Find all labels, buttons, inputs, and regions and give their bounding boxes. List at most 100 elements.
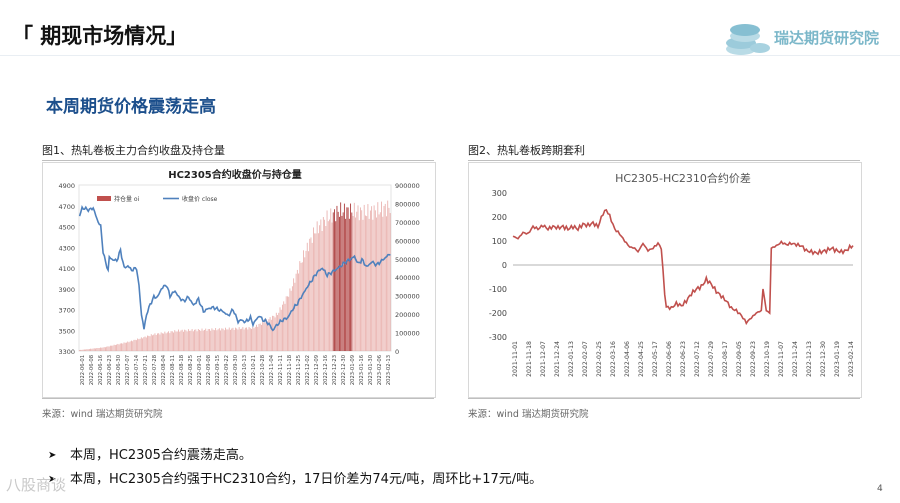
oi-bar bbox=[334, 209, 335, 351]
oi-bar bbox=[376, 217, 378, 351]
oi-bar bbox=[337, 211, 339, 351]
oi-bar bbox=[248, 326, 250, 351]
figure-2-caption: 图2、热轧卷板跨期套利 bbox=[468, 144, 585, 157]
page-number: 4 bbox=[877, 484, 883, 494]
oi-bar bbox=[355, 217, 356, 351]
y-tick-label: 100 bbox=[492, 237, 507, 246]
oi-bar bbox=[210, 330, 212, 351]
y-left-tick-label: 3300 bbox=[58, 348, 75, 356]
x-tick-label: 2022-03-16 bbox=[610, 341, 617, 377]
oi-bar bbox=[254, 326, 256, 351]
x-tick-label: 2022-11-24 bbox=[792, 341, 799, 377]
oi-bar bbox=[264, 322, 266, 351]
oi-bar bbox=[201, 328, 203, 351]
oi-bar bbox=[121, 343, 122, 351]
oi-bar bbox=[216, 330, 218, 351]
oi-bar bbox=[274, 317, 276, 351]
oi-bar bbox=[91, 348, 93, 351]
oi-bar bbox=[304, 257, 306, 351]
oi-bar bbox=[301, 262, 303, 351]
oi-bar bbox=[164, 331, 166, 351]
oi-bar bbox=[150, 334, 152, 351]
oi-bar bbox=[170, 331, 172, 351]
oi-bar bbox=[81, 349, 83, 351]
oi-bar bbox=[267, 321, 269, 351]
oi-bar bbox=[332, 212, 334, 351]
oi-bar bbox=[103, 347, 105, 351]
oi-bar bbox=[288, 296, 290, 351]
oi-bar bbox=[306, 242, 308, 351]
oi-bar bbox=[173, 332, 174, 351]
oi-bar bbox=[128, 342, 130, 351]
oi-bar bbox=[220, 330, 222, 351]
oi-bar bbox=[101, 347, 103, 351]
oi-bar bbox=[346, 207, 348, 351]
oi-bar bbox=[163, 333, 165, 351]
oi-bar bbox=[360, 207, 361, 351]
oi-bar bbox=[261, 324, 262, 351]
y-right-tick-label: 200000 bbox=[395, 311, 420, 319]
oi-bar bbox=[90, 348, 92, 351]
y-tick-label: -300 bbox=[489, 333, 507, 342]
oi-bar bbox=[382, 216, 384, 351]
oi-bar bbox=[316, 221, 318, 351]
chart-title: HC2305-HC2310合约价差 bbox=[615, 171, 751, 185]
oi-bar bbox=[236, 328, 238, 351]
oi-bar bbox=[228, 327, 230, 351]
oi-bar bbox=[347, 207, 349, 351]
oi-bar bbox=[336, 205, 338, 351]
oi-bar bbox=[371, 206, 373, 351]
x-tick-label: 2022-07-14 bbox=[134, 354, 140, 385]
x-tick-label: 2022-11-04 bbox=[269, 354, 275, 385]
oi-bar bbox=[178, 329, 179, 351]
oi-bar bbox=[290, 290, 292, 351]
arrow-bullet-icon: ➤ bbox=[48, 450, 57, 461]
oi-bar bbox=[221, 328, 223, 351]
x-tick-label: 2022-09-08 bbox=[206, 355, 212, 385]
oi-bar bbox=[213, 330, 215, 351]
oi-bar bbox=[343, 203, 345, 351]
y-right-tick-label: 0 bbox=[395, 348, 399, 356]
oi-bar bbox=[381, 201, 382, 351]
y-right-tick-label: 900000 bbox=[395, 182, 420, 190]
x-tick-label: 2022-09-22 bbox=[224, 355, 230, 385]
oi-bar bbox=[205, 328, 207, 351]
oi-bar bbox=[134, 339, 136, 351]
oi-bar bbox=[257, 326, 259, 351]
oi-bar bbox=[362, 219, 364, 351]
oi-bar bbox=[259, 323, 261, 351]
x-tick-label: 2022-06-16 bbox=[98, 355, 104, 385]
y-tick-label: 200 bbox=[492, 213, 507, 222]
oi-bar bbox=[387, 200, 389, 351]
oi-bar bbox=[287, 296, 288, 351]
figure-1-bottom-rule bbox=[42, 398, 434, 399]
x-tick-label: 2022-08-11 bbox=[170, 355, 176, 385]
x-tick-label: 2022-07-29 bbox=[708, 341, 715, 377]
x-tick-label: 2022-02-25 bbox=[596, 341, 603, 377]
x-tick-label: 2022-11-25 bbox=[296, 355, 302, 385]
oi-bar bbox=[80, 349, 82, 351]
x-tick-label: 2021-11-18 bbox=[526, 341, 533, 377]
figure-2-panel: HC2305-HC2310合约价差 -300 -200 -100 0 100 200 300 2… bbox=[468, 162, 862, 398]
x-tick-label: 2022-12-16 bbox=[323, 355, 329, 385]
oi-bar bbox=[335, 221, 337, 351]
y-tick-label: -200 bbox=[489, 309, 507, 318]
x-tick-label: 2022-06-01 bbox=[80, 355, 86, 385]
oi-bar bbox=[143, 337, 145, 351]
oi-bar bbox=[345, 218, 347, 351]
y-tick-label: -100 bbox=[489, 285, 507, 294]
oi-bar bbox=[303, 250, 304, 351]
x-tick-label: 2023-01-19 bbox=[834, 341, 841, 377]
oi-bar bbox=[124, 342, 126, 351]
title-divider bbox=[0, 55, 900, 56]
y-tick-label: 0 bbox=[502, 261, 507, 270]
x-tick-label: 2022-06-23 bbox=[680, 341, 687, 377]
y-right-tick-label: 500000 bbox=[395, 256, 420, 264]
oi-bar bbox=[326, 210, 328, 351]
oi-bar bbox=[119, 343, 121, 351]
oi-bar bbox=[174, 330, 176, 351]
oi-bar bbox=[191, 329, 193, 351]
oi-bar bbox=[116, 344, 118, 351]
oi-bar bbox=[358, 220, 360, 351]
slide-title: 「 期现市场情况」 bbox=[12, 24, 188, 48]
